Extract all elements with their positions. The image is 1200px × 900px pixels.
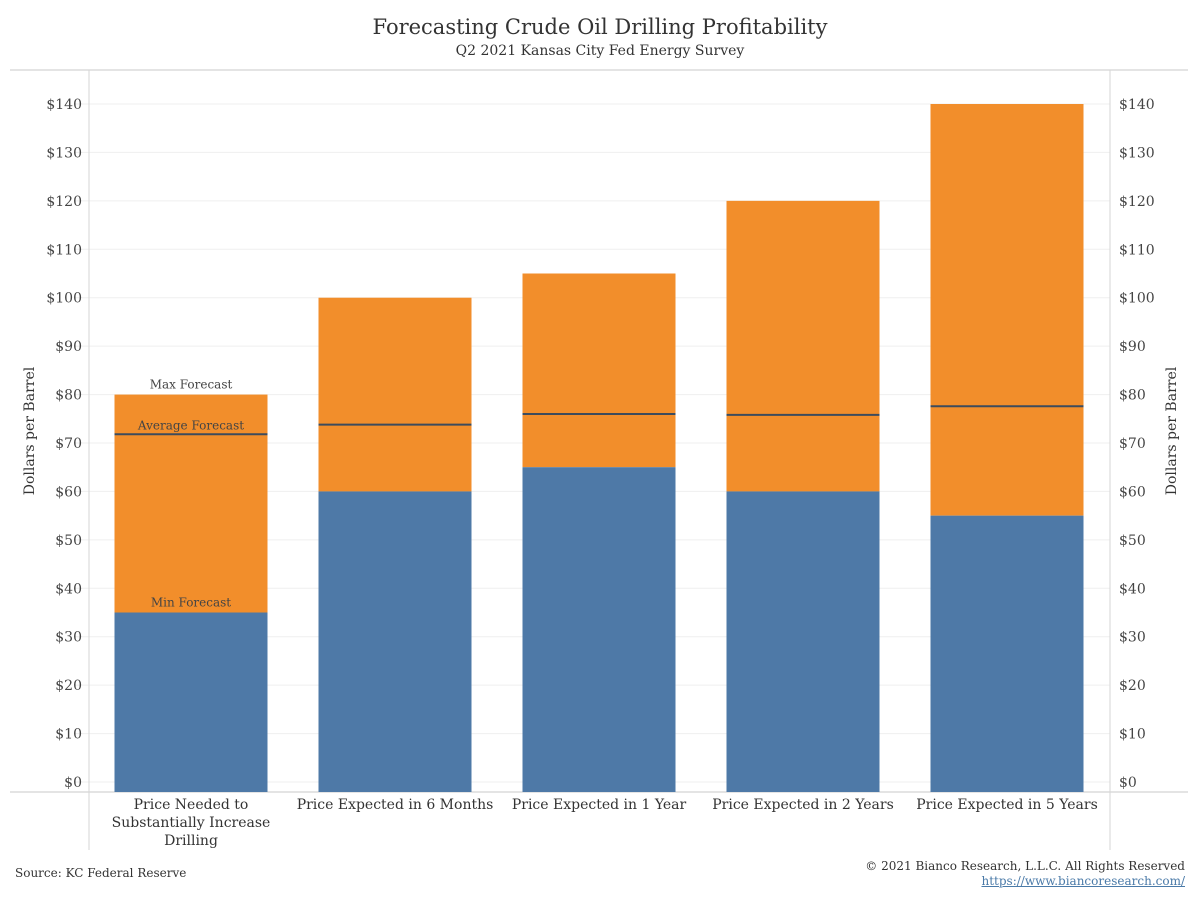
annotation-label: Average Forecast	[137, 418, 244, 432]
y-tick-label-left: $80	[55, 388, 82, 404]
y-tick-label-right: $20	[1119, 678, 1146, 694]
y-tick-label-left: $30	[55, 630, 82, 646]
bar-min-forecast	[726, 491, 880, 792]
y-tick-label-right: $70	[1119, 436, 1146, 452]
y-tick-label-left: $120	[46, 194, 82, 210]
x-category-label: Price Expected in 2 Years	[712, 797, 894, 813]
y-tick-label-right: $120	[1119, 194, 1155, 210]
y-tick-label-right: $60	[1119, 484, 1146, 500]
left-y-axis: $0 $10 $20 $30 $40 $50 $60 $70 $80 $90 $100 $110 $12…	[46, 97, 82, 791]
y-tick-label-right: $10	[1119, 727, 1146, 743]
average-lines	[114, 405, 1084, 436]
y-tick-label-left: $40	[55, 581, 82, 597]
bar-max-forecast	[930, 104, 1084, 516]
x-category-label: Price Expected in 1 Year	[512, 797, 687, 813]
y-tick-label-left: $70	[55, 436, 82, 452]
y-tick-label-left: $110	[46, 242, 82, 258]
bar-min-forecast	[318, 491, 472, 792]
bar-max-forecast	[114, 394, 268, 613]
y-axis-label-right: Dollars per Barrel	[1164, 366, 1180, 495]
copyright-note: © 2021 Bianco Research, L.L.C. All Right…	[865, 859, 1185, 873]
y-tick-label-left: $20	[55, 678, 82, 694]
y-tick-label-right: $30	[1119, 630, 1146, 646]
y-tick-label-left: $90	[55, 339, 82, 355]
y-tick-label-right: $90	[1119, 339, 1146, 355]
y-axis-label-left: Dollars per Barrel	[22, 366, 38, 495]
y-tick-label-left: $130	[46, 145, 82, 161]
annotation-label: Min Forecast	[151, 596, 231, 610]
bar-min-forecast	[930, 515, 1084, 792]
source-note: Source: KC Federal Reserve	[15, 866, 187, 880]
y-tick-label-left: $0	[64, 775, 82, 791]
x-category-label: Price Expected in 6 Months	[297, 797, 494, 813]
x-axis-categories: Price Needed to Substantially Increase Dri…	[112, 797, 1098, 849]
bar-max-forecast	[726, 200, 880, 492]
y-tick-label-right: $140	[1119, 97, 1155, 113]
bars	[114, 104, 1084, 792]
y-tick-label-left: $10	[55, 727, 82, 743]
y-tick-label-left: $50	[55, 533, 82, 549]
y-tick-label-right: $0	[1119, 775, 1137, 791]
annotations: Max Forecast Average Forecast Min Forecast	[137, 378, 244, 610]
y-tick-label-right: $80	[1119, 388, 1146, 404]
x-category-label: Price Needed to Substantially Increase Dri…	[112, 797, 271, 849]
y-tick-label-right: $130	[1119, 145, 1155, 161]
right-y-axis: $0 $10 $20 $30 $40 $50 $60 $70 $80 $90 $100 $110 $12…	[1119, 97, 1155, 791]
y-tick-label-left: $140	[46, 97, 82, 113]
bar-min-forecast	[114, 612, 268, 792]
y-tick-label-right: $110	[1119, 242, 1155, 258]
annotation-label: Max Forecast	[150, 378, 233, 392]
bar-max-forecast	[318, 297, 472, 492]
y-tick-label-left: $60	[55, 484, 82, 500]
y-tick-label-left: $100	[46, 291, 82, 307]
bar-max-forecast	[522, 273, 676, 468]
website-link[interactable]: https://www.biancoresearch.com/	[981, 874, 1185, 888]
y-tick-label-right: $40	[1119, 581, 1146, 597]
chart-title: Forecasting Crude Oil Drilling Profitabi…	[372, 15, 828, 39]
x-category-label: Price Expected in 5 Years	[916, 797, 1098, 813]
bar-min-forecast	[522, 467, 676, 792]
y-tick-label-right: $50	[1119, 533, 1146, 549]
y-tick-label-right: $100	[1119, 291, 1155, 307]
chart-subtitle: Q2 2021 Kansas City Fed Energy Survey	[455, 43, 745, 59]
